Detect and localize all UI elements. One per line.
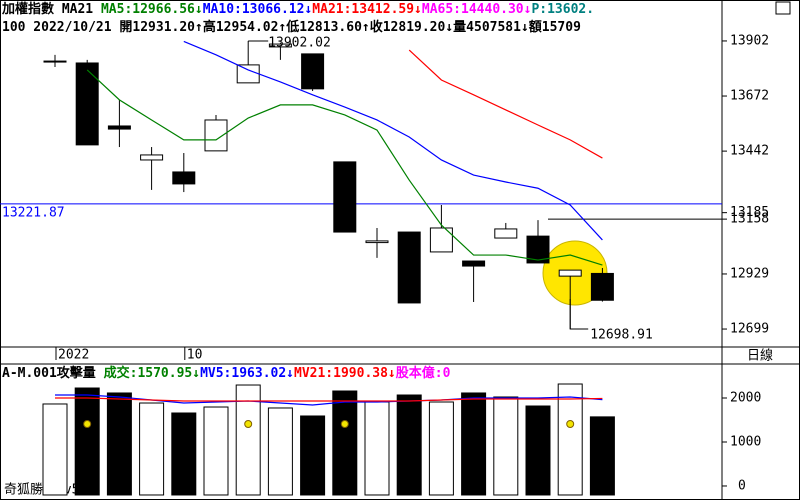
volume-bar [300,415,326,496]
info-segment: 股本億:0 [395,366,451,381]
signal-dot [566,420,575,428]
candle-body [462,260,486,267]
info-segment: MV5:1963.02↓ [200,366,294,381]
y-tick-label: 1000 [730,434,761,449]
signal-dot [83,420,92,428]
volume-bar [235,384,261,496]
info-segment: P:13602. [531,2,595,17]
window-button[interactable] [775,1,791,15]
y-tick-label: 12929 [730,266,769,281]
candle-body [107,125,131,130]
y-tick-label: 13902 [730,33,769,48]
candle-body [172,171,196,185]
period-label: 日線 [747,348,773,364]
volume-bar [171,412,197,496]
volume-bar [139,402,165,496]
candle-body [558,269,582,277]
signal-dot [340,420,349,428]
volume-bar [74,387,100,496]
info-segment: A-M.001攻擊量 [2,366,104,381]
y-tick-label: 13442 [730,144,769,159]
candle-body [236,64,260,84]
annotation-leader [569,299,589,330]
x-tick-label: 10 [187,348,203,363]
info-line: A-M.001攻擊量 成交:1570.95↓MV5:1963.02↓MV21:1… [2,365,451,382]
line-series [86,69,603,266]
annotation-label: 13902.02 [268,35,331,50]
y-tick-label: 13158 [730,212,769,227]
info-line: 100 2022/10/21 開12931.20↑高12954.02↑低1281… [2,19,581,36]
volume-bar [42,403,68,496]
reference-label: 13221.87 [2,205,65,220]
y-tick-label: 12699 [730,322,769,337]
line-series [55,397,603,402]
y-tick-label: 2000 [730,390,761,405]
info-segment: MA10:13066.12↓ [202,2,313,17]
info-segment: 加權指數 MA21 [2,2,101,17]
volume-bar [557,383,583,496]
candle-body [43,60,67,63]
info-segment: MV21:1990.38↓ [294,366,396,381]
volume-bar [396,394,422,496]
info-line: 加權指數 MA21 MA5:12966.56↓MA10:13066.12↓MA2… [2,1,595,18]
y-tick-label: 0 [738,478,746,493]
candle-body [397,231,421,304]
info-segment: MA65:14440.30↓ [421,2,532,17]
candle-body [526,235,550,264]
candle-body [301,53,325,90]
candle-body [494,228,518,239]
annotation-label: 12698.91 [590,328,653,343]
info-segment: 成交:1570.95↓ [103,366,201,381]
volume-bar [525,405,551,496]
volume-bar [589,416,615,496]
candle-body [268,43,292,48]
volume-bar [332,390,358,496]
volume-bar [203,406,229,496]
candle-body [429,227,453,253]
line-series [183,40,603,241]
x-tick-label: 2022 [58,348,89,363]
candle-body [590,272,614,301]
y-tick-label: 13672 [730,89,769,104]
volume-bar [267,407,293,496]
candle-body [365,240,389,244]
candle-body [75,62,99,146]
volume-bar [461,392,487,496]
info-segment: 100 2022/10/21 開12931.20↑高12954.02↑低1281… [2,20,581,35]
line-series [408,49,603,159]
signal-dot [244,420,253,428]
volume-bar [428,401,454,496]
volume-bar [364,401,390,496]
candle-body [333,161,357,233]
volume-bar [493,396,519,496]
volume-bar [106,392,132,496]
y-tick-label: 13185 [730,205,769,220]
candle-body [140,154,164,161]
info-segment: MA5:12966.56↓ [100,2,203,17]
candle-body [204,119,228,152]
info-segment: MA21:13412.59↓ [312,2,422,17]
